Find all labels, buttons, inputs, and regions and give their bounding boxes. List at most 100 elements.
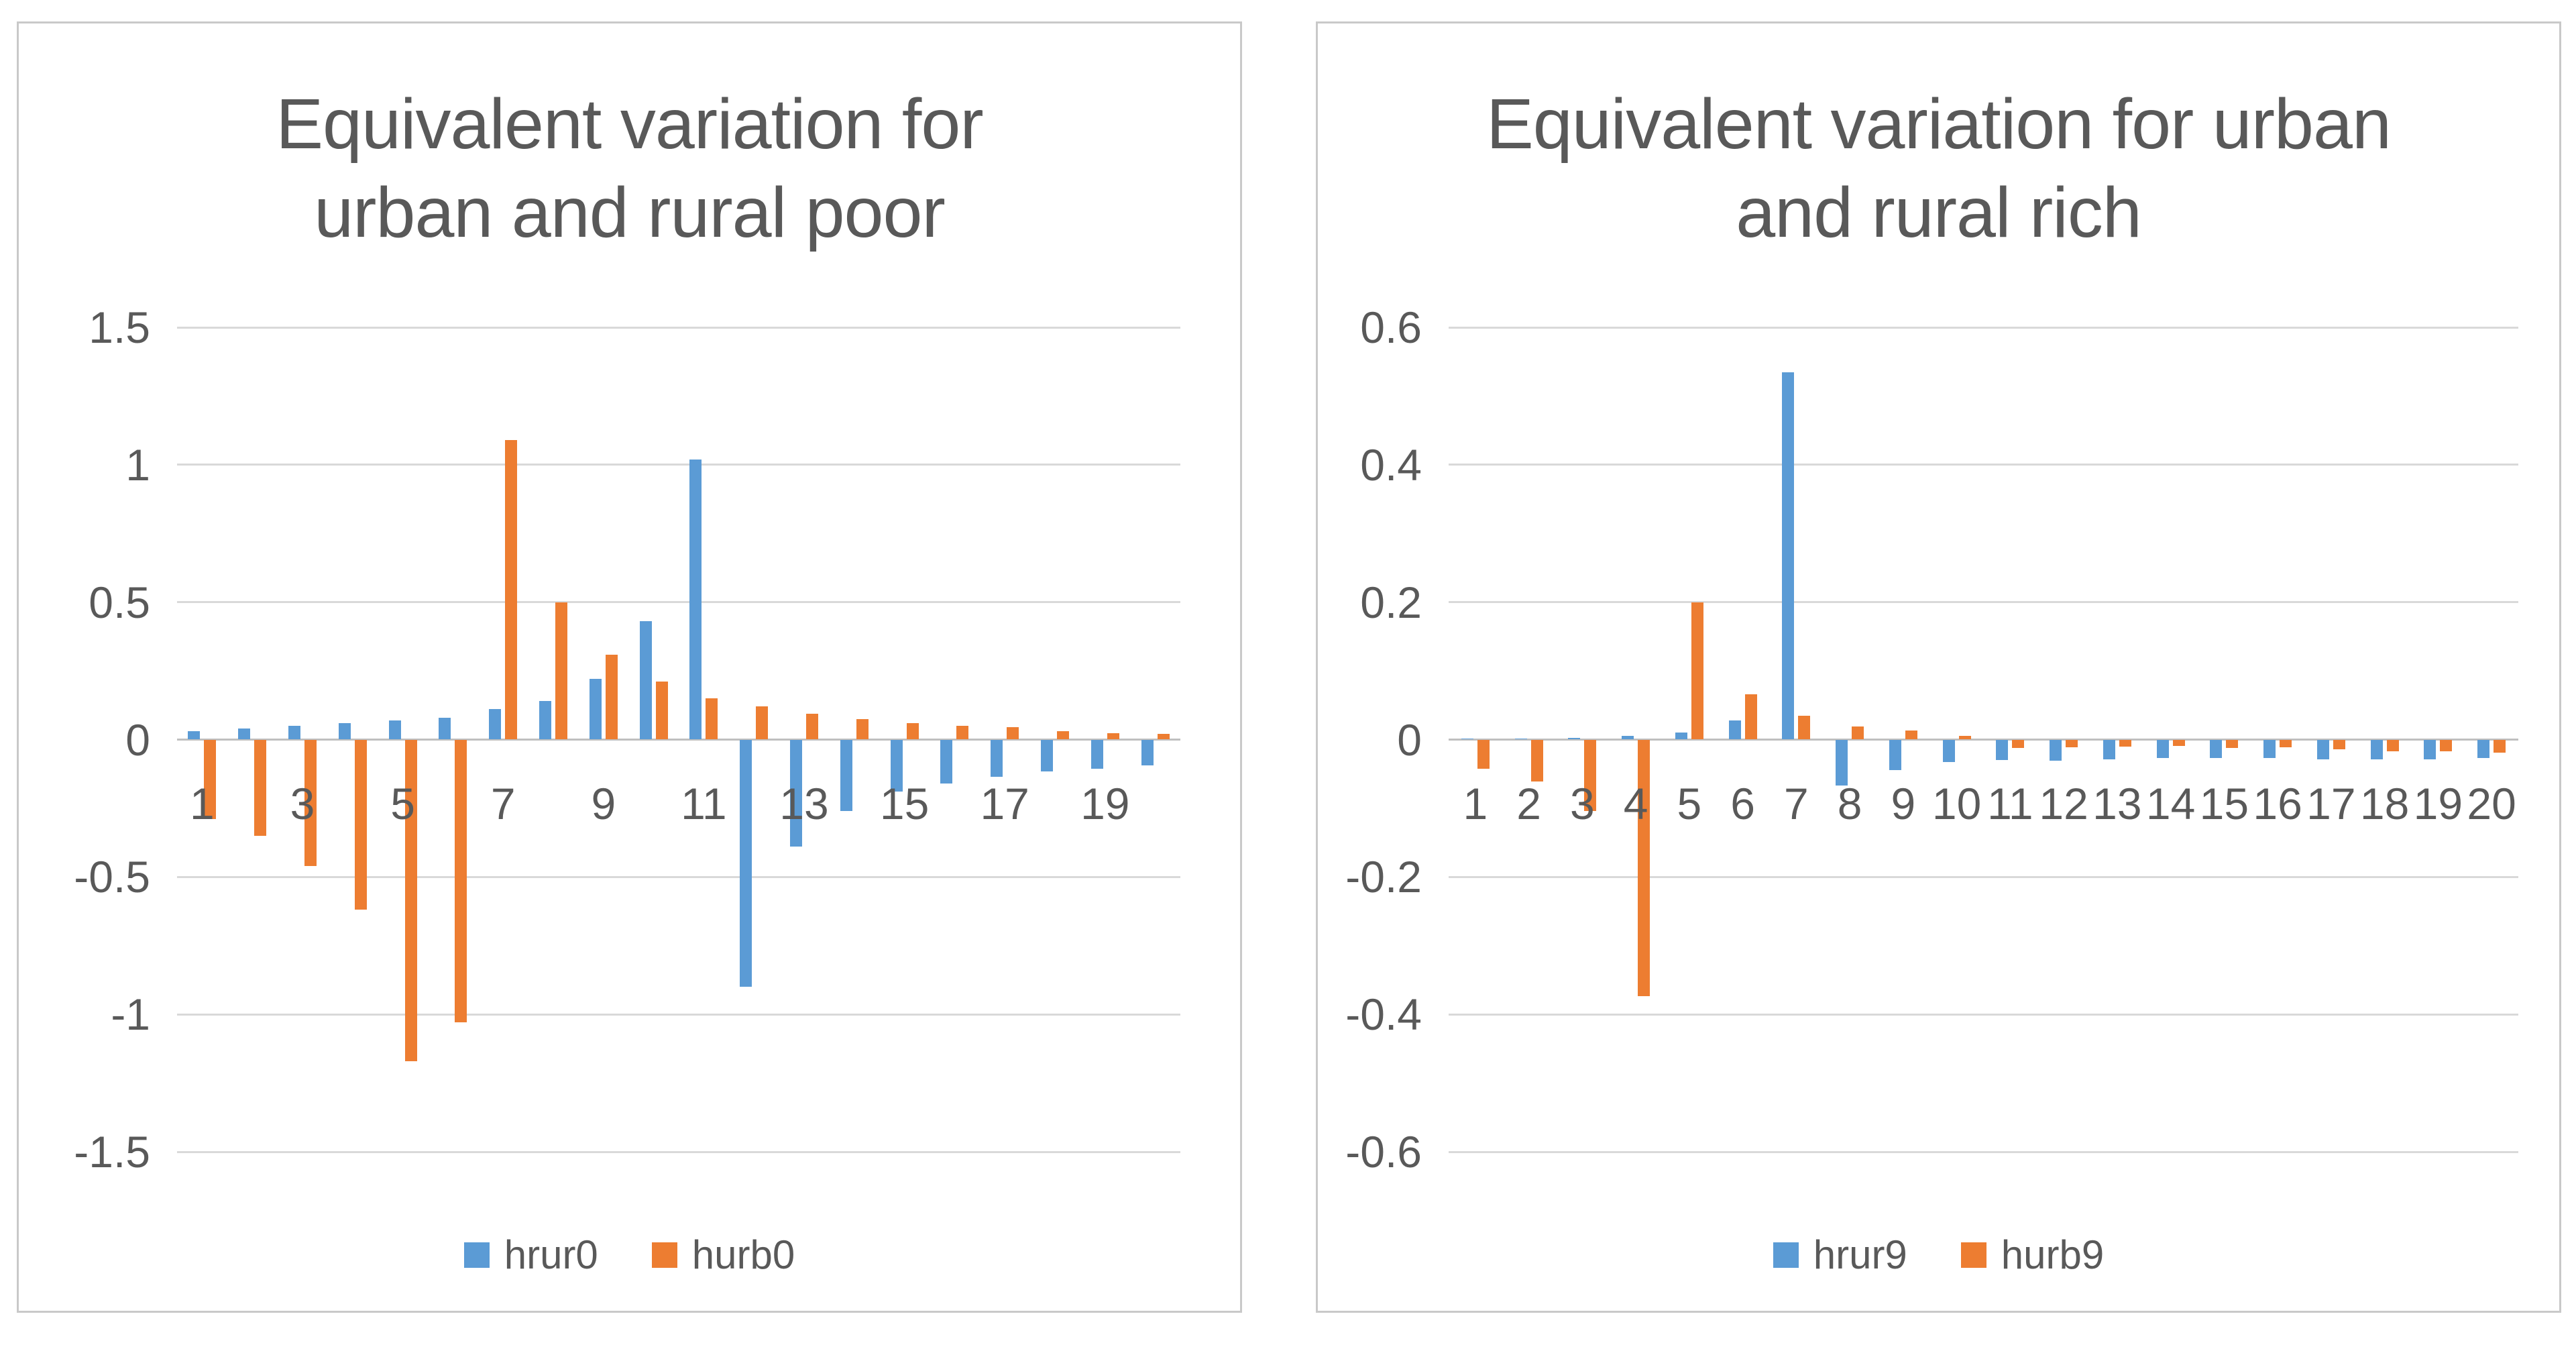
bar-hrur0-11 xyxy=(689,459,702,740)
gridline xyxy=(177,875,1180,878)
x-tick-label: 14 xyxy=(2145,778,2196,828)
x-tick-label: 19 xyxy=(1080,778,1130,828)
gridline xyxy=(177,601,1180,604)
bar-hrur0-1 xyxy=(188,731,201,740)
bar-hrur9-4 xyxy=(1622,736,1634,740)
bar-hrur9-9 xyxy=(1889,739,1901,770)
bar-hurb9-18 xyxy=(2386,739,2399,751)
bar-hurb0-13 xyxy=(806,713,818,740)
gridline xyxy=(177,1150,1180,1153)
bar-hrur0-7 xyxy=(489,709,502,740)
bar-hrur0-18 xyxy=(1041,739,1053,771)
x-tick-label: 17 xyxy=(2306,778,2356,828)
plot-area: 1.5 1 0.5 0 -0.5 -1 -1.5 1 3 5 7 9 11 13 15 17 19 xyxy=(74,303,1180,1177)
gridline xyxy=(1449,1013,2518,1016)
bar-hurb9-1 xyxy=(1477,739,1490,769)
bar-hrur0-15 xyxy=(890,739,903,792)
x-tick-label: 20 xyxy=(2467,778,2516,828)
gridline xyxy=(177,1013,1180,1016)
x-tick-label: 17 xyxy=(980,778,1029,828)
legend-label: hrur0 xyxy=(504,1232,598,1277)
bar-hurb9-2 xyxy=(1530,739,1543,781)
y-tick-label: 0.5 xyxy=(89,577,150,627)
bar-hrur0-2 xyxy=(238,729,251,740)
bar-hrur9-19 xyxy=(2424,739,2437,760)
chart-title-line-2: urban and rural poor xyxy=(314,173,946,252)
bar-hrur0-8 xyxy=(539,701,551,740)
bar-hurb0-4 xyxy=(354,739,367,910)
y-tick-label: 0 xyxy=(125,714,150,765)
bar-hurb9-8 xyxy=(1852,726,1864,740)
x-tick-label: 15 xyxy=(879,778,930,828)
bar-hurb0-9 xyxy=(605,654,618,740)
bar-hurb0-10 xyxy=(655,682,668,740)
gridline xyxy=(1449,875,2518,878)
x-tick-label: 19 xyxy=(2413,778,2463,828)
bar-hurb0-16 xyxy=(956,726,969,740)
y-tick-label: 0.6 xyxy=(1360,303,1422,352)
y-tick-label: 1 xyxy=(125,439,150,490)
x-tick-label: 7 xyxy=(1784,778,1809,828)
legend-marker-blue xyxy=(1773,1242,1799,1268)
bar-hrur0-3 xyxy=(288,726,300,740)
x-tick-label: 9 xyxy=(1891,778,1916,828)
y-tick-label: -0.2 xyxy=(1345,852,1422,902)
x-axis-line xyxy=(177,739,1180,741)
x-tick-label: 5 xyxy=(1677,778,1702,828)
x-tick-label: 13 xyxy=(2092,778,2142,828)
bar-hrur9-8 xyxy=(1836,739,1848,786)
legend-item-hrur9: hrur9 xyxy=(1773,1231,1907,1279)
bar-hrur0-12 xyxy=(740,739,752,987)
bar-hurb0-20 xyxy=(1157,734,1170,740)
bar-hurb9-14 xyxy=(2172,739,2185,746)
legend: hrur0 hurb0 xyxy=(19,1231,1240,1279)
x-tick-label: 16 xyxy=(2253,778,2302,828)
chart-title-line-1: Equivalent variation for urban xyxy=(1486,85,2392,164)
bar-hurb0-1 xyxy=(204,739,217,820)
x-tick-label: 6 xyxy=(1730,778,1755,828)
gridline xyxy=(177,464,1180,466)
y-tick-label: 0.2 xyxy=(1360,577,1422,627)
bar-hrur0-4 xyxy=(338,722,351,740)
legend-item-hurb9: hurb9 xyxy=(1960,1231,2104,1279)
bar-hurb0-6 xyxy=(455,739,467,1023)
bar-hrur9-12 xyxy=(2050,739,2062,761)
y-tick-label: 0.4 xyxy=(1360,439,1422,490)
bar-hurb9-15 xyxy=(2226,739,2239,748)
x-tick-label: 3 xyxy=(290,778,315,828)
x-tick-label: 5 xyxy=(390,778,415,828)
bar-hurb9-9 xyxy=(1905,731,1917,740)
chart-title: Equivalent variation for urban and rural… xyxy=(1318,80,2559,257)
x-tick-label: 1 xyxy=(1463,778,1488,828)
bar-hrur9-10 xyxy=(1942,739,1955,763)
y-tick-label: -1.5 xyxy=(74,1127,150,1177)
gridline xyxy=(177,326,1180,329)
legend-marker-orange xyxy=(1960,1242,1986,1268)
bar-hrur0-20 xyxy=(1141,739,1154,766)
bar-hrur9-14 xyxy=(2156,739,2169,759)
x-tick-label: 1 xyxy=(190,778,215,828)
x-tick-label: 13 xyxy=(779,778,829,828)
bar-hurb0-7 xyxy=(505,439,518,740)
legend-marker-blue xyxy=(463,1242,490,1268)
x-tick-label: 3 xyxy=(1570,778,1595,828)
bar-hrur9-16 xyxy=(2263,739,2276,759)
bar-hurb0-15 xyxy=(906,722,919,740)
bar-hurb0-19 xyxy=(1107,733,1119,740)
plot-area: 0.6 0.4 0.2 0 -0.2 -0.4 -0.6 1 2 3 4 5 6 7 8 9 10 11 12 13 1… xyxy=(1345,303,2518,1177)
bar-hrur9-5 xyxy=(1675,733,1687,740)
chart-panel-urban-rural-rich: Equivalent variation for urban and rural… xyxy=(1316,21,2561,1313)
y-tick-label: -0.4 xyxy=(1345,989,1422,1040)
bar-hrur9-3 xyxy=(1568,738,1581,740)
legend-marker-orange xyxy=(651,1242,677,1268)
gridline xyxy=(1449,326,2518,329)
chart-title-line-1: Equivalent variation for xyxy=(276,85,983,164)
bar-hrur9-7 xyxy=(1782,372,1795,740)
bar-hrur9-15 xyxy=(2210,739,2223,759)
bar-hrur0-6 xyxy=(439,717,451,740)
x-tick-label: 15 xyxy=(2199,778,2249,828)
x-tick-label: 18 xyxy=(2359,778,2410,828)
bar-hurb9-20 xyxy=(2494,739,2506,753)
bar-hrur9-18 xyxy=(2370,739,2383,760)
bar-hurb0-18 xyxy=(1057,731,1069,740)
